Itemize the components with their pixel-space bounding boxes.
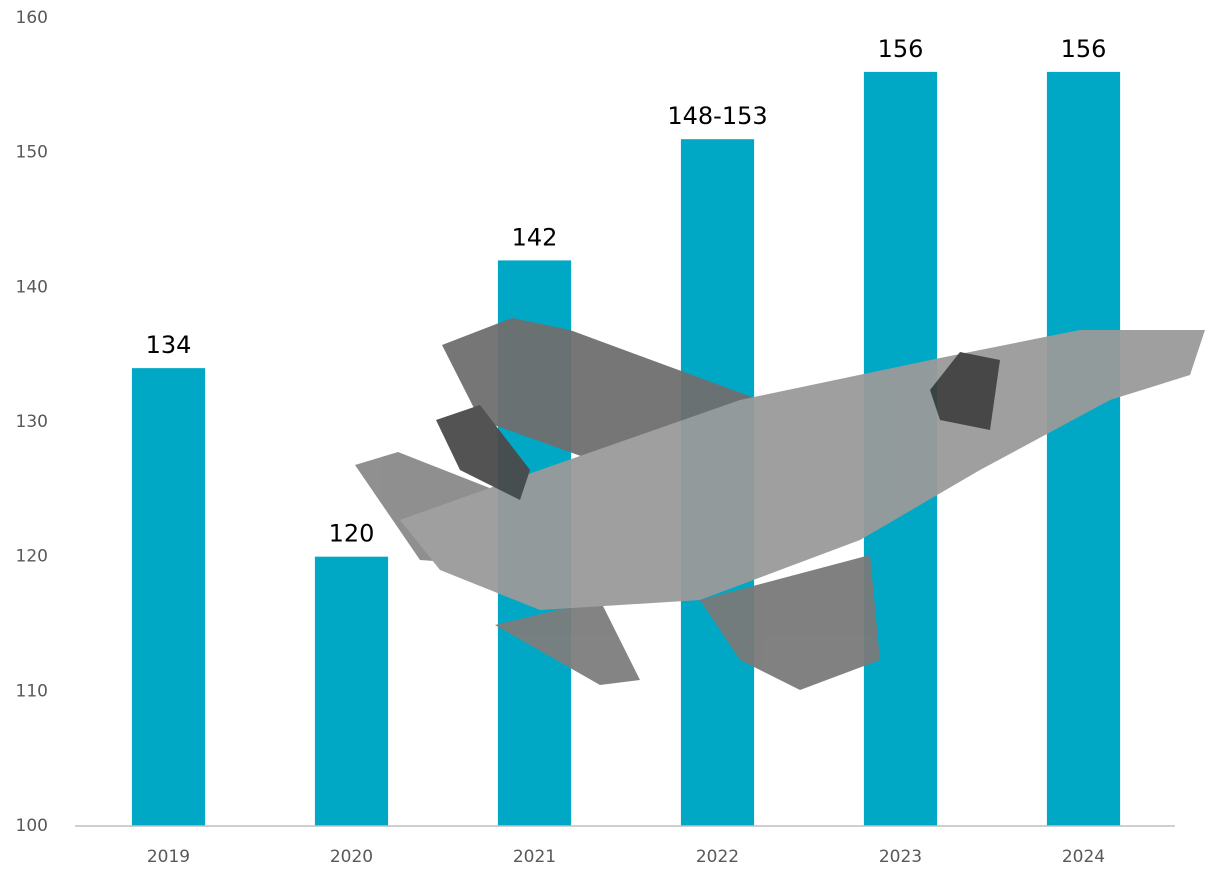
- x-tick-label: 2019: [147, 847, 190, 867]
- value-label: 156: [878, 35, 924, 63]
- x-tick-label: 2022: [696, 847, 739, 867]
- bar: [131, 368, 206, 826]
- y-tick-label: 140: [16, 277, 48, 297]
- value-label: 156: [1061, 35, 1107, 63]
- bar: [1046, 71, 1121, 826]
- y-tick-label: 150: [16, 143, 48, 163]
- value-label: 148-153: [667, 102, 767, 130]
- x-tick-label: 2021: [513, 847, 556, 867]
- y-tick-label: 100: [16, 816, 48, 836]
- y-tick-label: 160: [16, 8, 48, 28]
- jet-tail-lower: [495, 600, 640, 685]
- jet-wing-bottom: [700, 555, 880, 690]
- x-tick-label: 2024: [1062, 847, 1105, 867]
- x-tick-label: 2020: [330, 847, 373, 867]
- value-label: 134: [146, 331, 192, 359]
- bar: [314, 556, 389, 826]
- jet-fin: [436, 405, 530, 500]
- value-label: 142: [512, 223, 558, 251]
- x-tick-label: 2023: [879, 847, 922, 867]
- jet-body: [400, 330, 1205, 610]
- y-tick-label: 110: [16, 681, 48, 701]
- y-tick-label: 130: [16, 412, 48, 432]
- y-tick-label: 120: [16, 547, 48, 567]
- value-label: 120: [329, 520, 375, 548]
- jet-intake: [930, 352, 1000, 430]
- jet-image: [355, 318, 1205, 690]
